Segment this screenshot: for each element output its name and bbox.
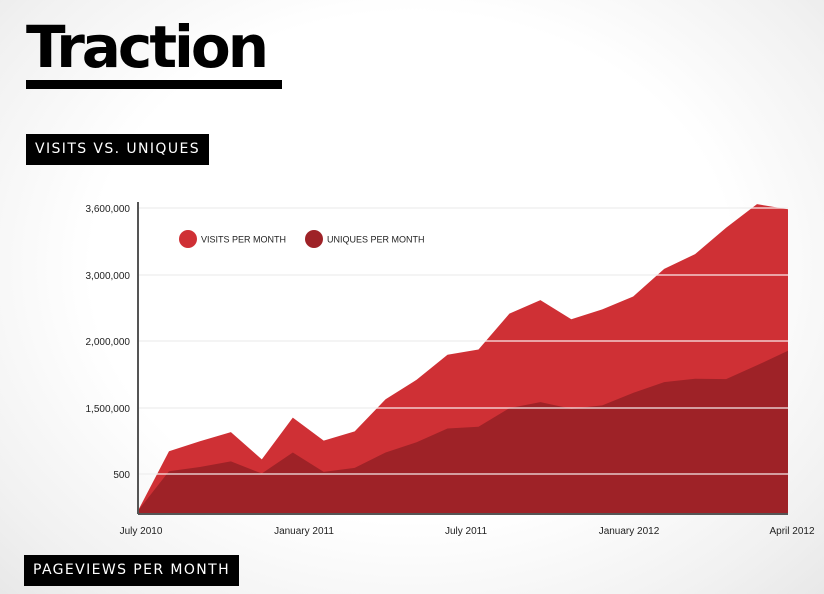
- x-tick-label: April 2012: [769, 526, 814, 537]
- area-uniques-per-month: [138, 350, 788, 514]
- legend-swatch-0: [179, 230, 197, 248]
- title-underline: [26, 80, 282, 89]
- y-tick-label: 2,000,000: [86, 337, 131, 348]
- legend-label-0: VISITS PER MONTH: [201, 235, 286, 245]
- x-tick-label: July 2010: [120, 526, 163, 537]
- y-tick-label: 1,500,000: [86, 404, 131, 415]
- page-title: Traction: [26, 13, 269, 81]
- x-tick-label: January 2012: [599, 526, 660, 537]
- legend-swatch-1: [305, 230, 323, 248]
- y-tick-label: 3,600,000: [86, 204, 131, 215]
- y-tick-label: 500: [113, 470, 130, 481]
- x-tick-label: January 2011: [274, 526, 334, 537]
- section-label-pageviews-per-month: PAGEVIEWS PER MONTH: [24, 555, 240, 586]
- legend-label-1: UNIQUES PER MONTH: [327, 235, 425, 245]
- x-tick-label: July 2011: [445, 526, 488, 537]
- y-tick-label: 3,000,000: [86, 271, 131, 282]
- section-label-visits-vs-uniques: VISITS VS. UNIQUES: [26, 134, 210, 165]
